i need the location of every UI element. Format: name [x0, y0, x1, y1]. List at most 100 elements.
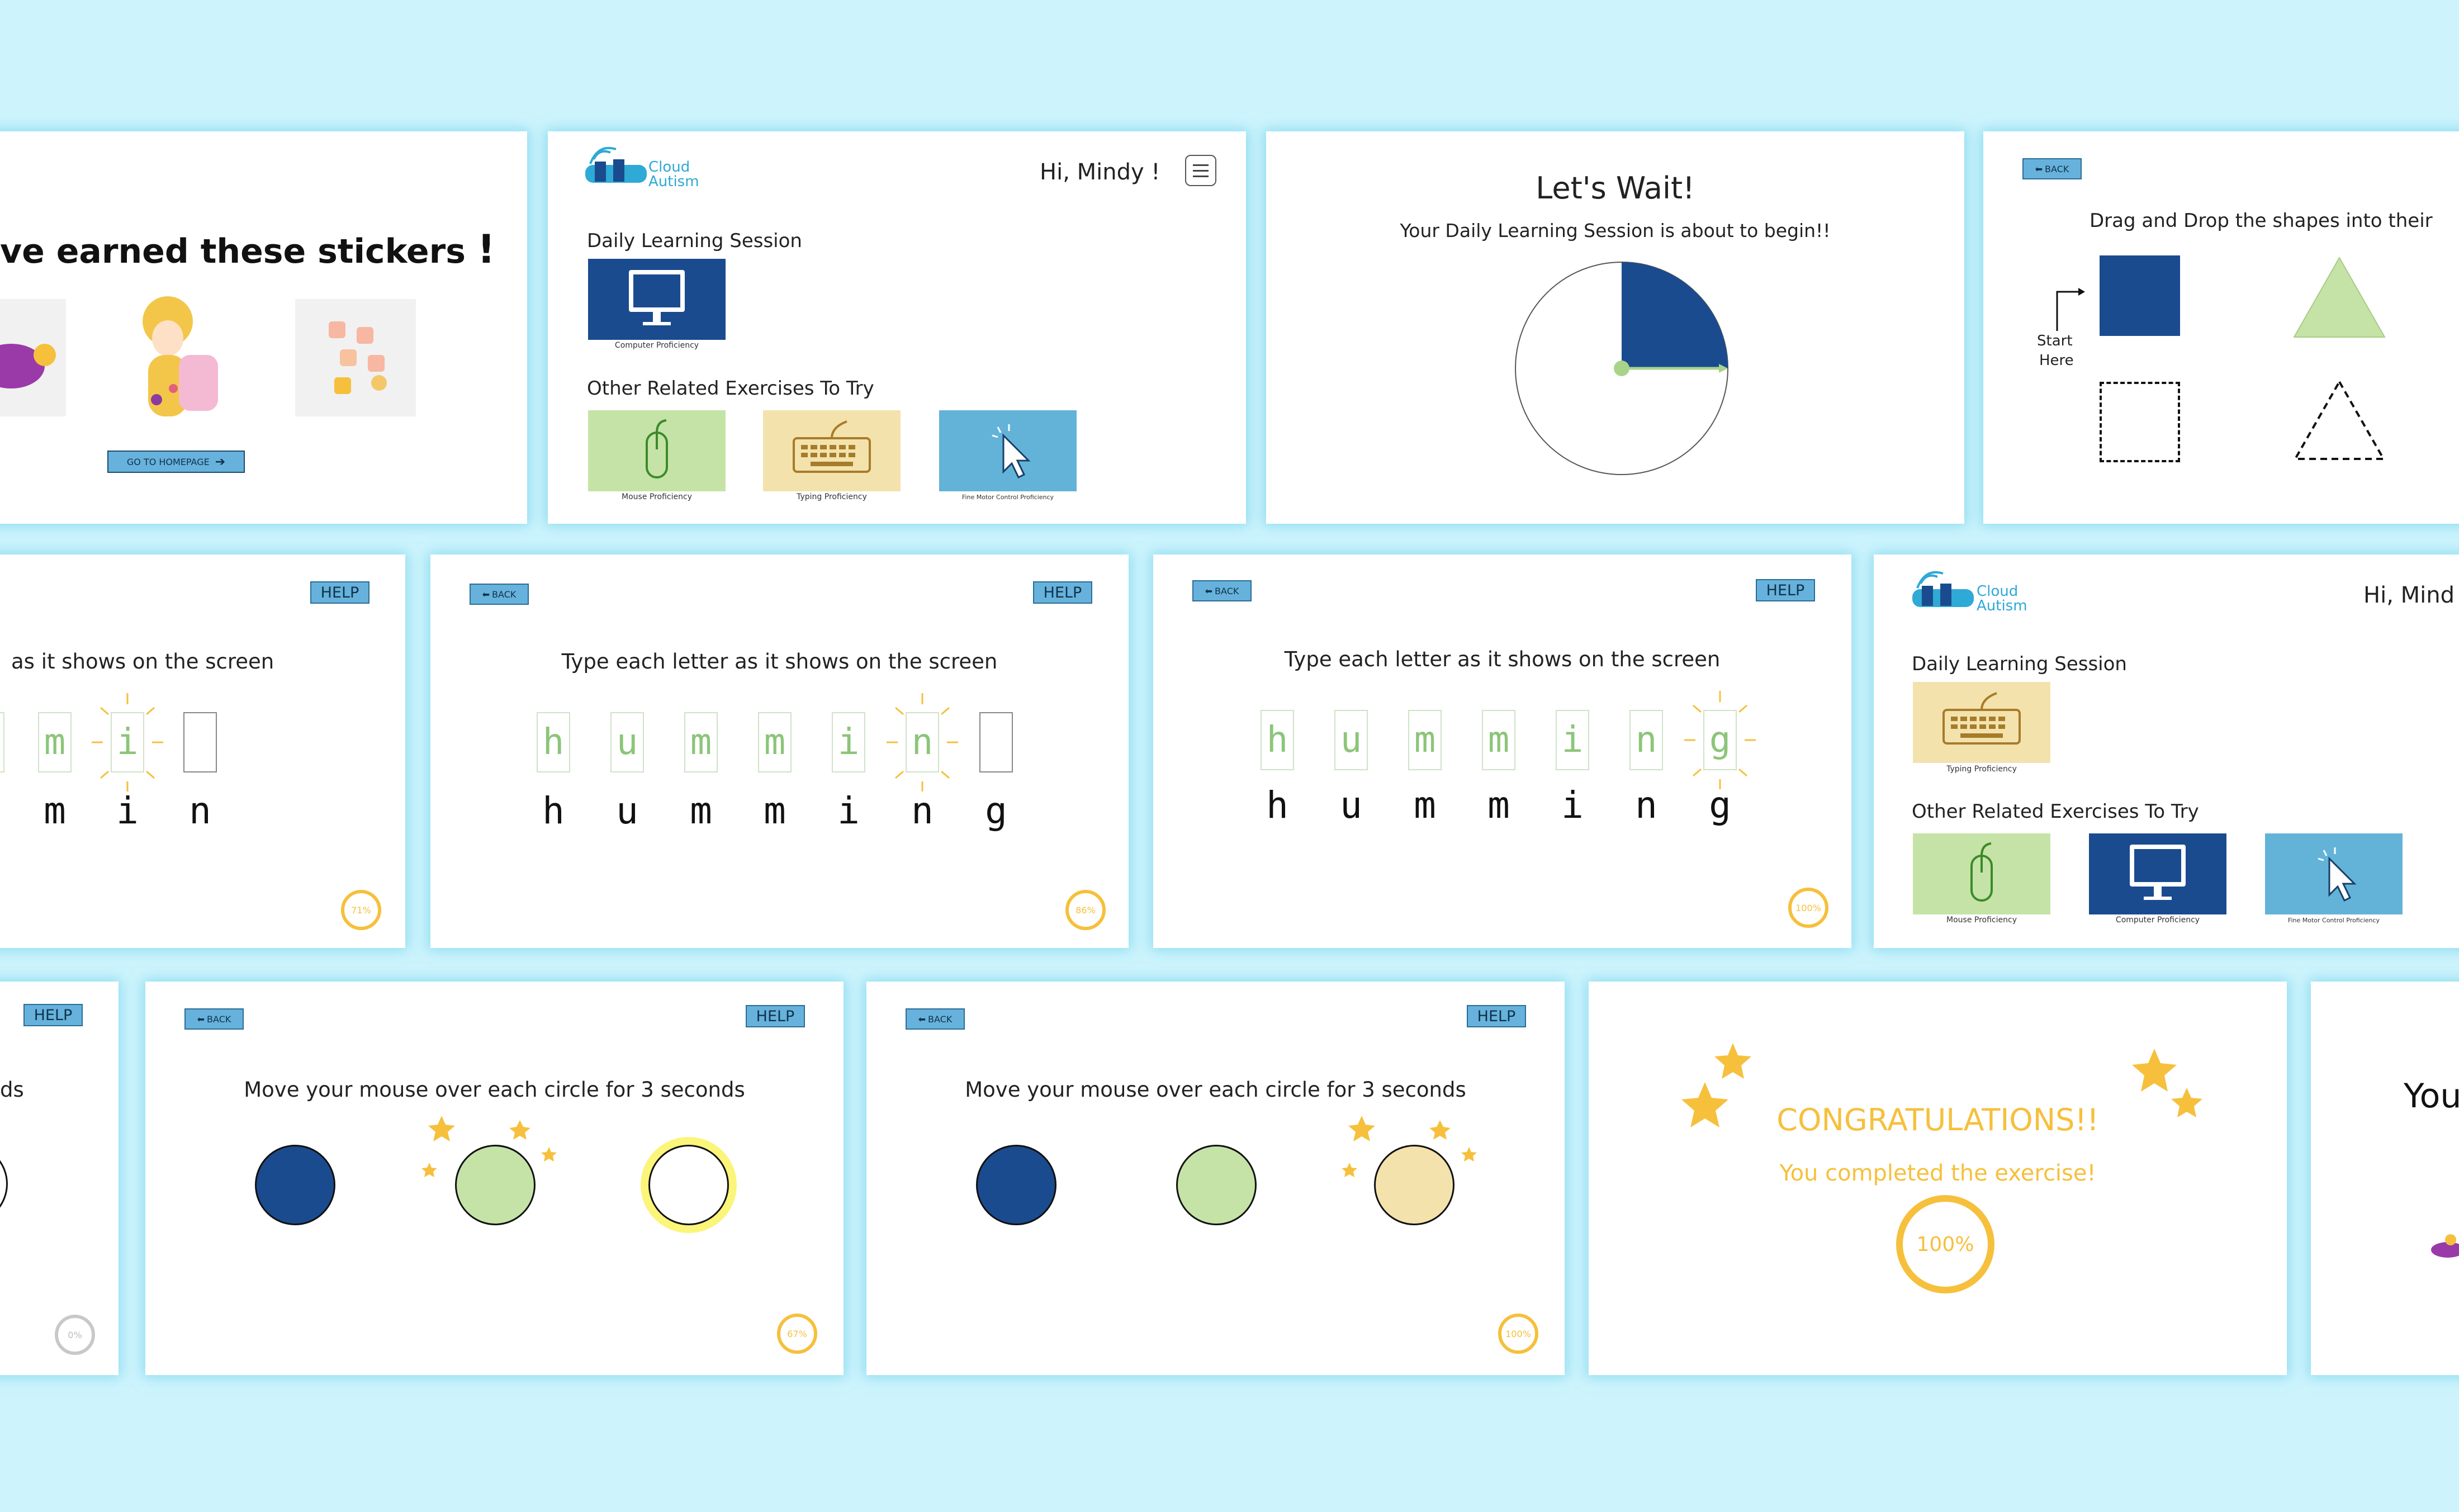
logo-line-1: Cloud	[648, 159, 690, 176]
typing-proficiency-tile[interactable]	[1913, 682, 2050, 763]
sticker-3	[295, 299, 416, 416]
fine-motor-tile[interactable]	[939, 410, 1077, 491]
arrow-right-icon: ➔	[215, 454, 226, 469]
target-letter: n	[1635, 784, 1657, 827]
mouse-instruction: Move your mouse over each circle for 3 s…	[244, 1078, 745, 1102]
logo-line-1: Cloud	[1977, 583, 2019, 600]
target-circle-navy[interactable]	[255, 1145, 335, 1225]
letter-box-empty	[183, 712, 217, 772]
help-button[interactable]: HELP	[1467, 1005, 1526, 1027]
progress-indicator: 86%	[1065, 890, 1106, 930]
help-button[interactable]: HELP	[310, 581, 369, 604]
arrow-left-icon: ⬅	[918, 1013, 926, 1025]
cursor-click-icon	[2318, 847, 2357, 902]
cloud-logo-icon	[585, 146, 647, 183]
stars-icon	[421, 1116, 557, 1177]
typing-screen-complete: ⬅ BACK HELP Type each letter as it shows …	[1153, 554, 1851, 948]
computer-proficiency-tile[interactable]	[2089, 833, 2226, 914]
letter-box: h	[537, 712, 570, 772]
target-circle-white[interactable]	[0, 1144, 8, 1224]
daily-session-title: Daily Learning Session	[587, 230, 802, 252]
typing-proficiency-label: Typing Proficiency	[1946, 765, 2017, 774]
target-circle-navy[interactable]	[976, 1145, 1056, 1225]
mouse-proficiency-tile[interactable]	[1913, 833, 2050, 914]
target-circle-cream[interactable]	[1374, 1145, 1454, 1225]
go-to-homepage-button[interactable]: GO TO HOMEPAGE ➔	[107, 451, 245, 473]
start-here-line-2: Here	[2039, 352, 2074, 369]
typing-instruction: as it shows on the screen	[11, 650, 274, 674]
computer-proficiency-label: Computer Proficiency	[2115, 916, 2200, 925]
sticker-character-icon	[0, 344, 56, 388]
target-circle-active[interactable]	[648, 1145, 729, 1225]
fine-motor-label: Fine Motor Control Proficiency	[2287, 917, 2380, 924]
homepage-label: GO TO HOMEPAGE	[126, 456, 210, 467]
fine-motor-label: Fine Motor Control Proficiency	[961, 494, 1054, 501]
square-drop-target[interactable]	[2100, 382, 2180, 462]
letter-box: h	[1261, 710, 1294, 770]
arrow-left-icon: ⬅	[2035, 163, 2043, 174]
triangle-drop-target[interactable]	[2292, 378, 2387, 462]
stars-left-icon	[1681, 1043, 1751, 1127]
wait-screen: Let's Wait! Your Daily Learning Session …	[1266, 131, 1964, 524]
letter-box-active: g	[1703, 710, 1737, 770]
draggable-triangle[interactable]	[2292, 255, 2387, 339]
typing-proficiency-tile[interactable]	[763, 410, 901, 491]
letter-box: m	[38, 712, 72, 772]
mouse-instruction: Move your mouse over each circle for 3 s…	[965, 1078, 1466, 1102]
mouse-screen: ⬅ BACK HELP Move your mouse over each cir…	[145, 982, 844, 1375]
letter-box-active: i	[111, 712, 144, 772]
drag-instruction: Drag and Drop the shapes into their	[2090, 210, 2433, 232]
progress-indicator: 100%	[1498, 1314, 1538, 1354]
mouse-screen-partial: HELP ds 0%	[0, 982, 119, 1375]
progress-indicator: 67%	[777, 1314, 817, 1354]
fine-motor-tile[interactable]	[2265, 833, 2403, 914]
help-button[interactable]: HELP	[1033, 581, 1092, 604]
back-button[interactable]: ⬅ BACK	[2022, 158, 2082, 179]
typing-screen-partial: HELP as it shows on the screen m i m i n…	[0, 554, 405, 948]
sticker-2	[117, 293, 240, 422]
daily-session-title: Daily Learning Session	[1912, 653, 2127, 675]
menu-button[interactable]	[1185, 155, 1216, 186]
target-letter: i	[837, 789, 860, 832]
cloud-logo-icon	[1912, 571, 1974, 607]
letter-box: u	[1334, 710, 1368, 770]
computer-proficiency-tile[interactable]	[588, 259, 726, 340]
draggable-square[interactable]	[2100, 255, 2180, 336]
back-button[interactable]: ⬅ BACK	[1192, 580, 1252, 601]
drag-drop-screen: ⬅ BACK Drag and Drop the shapes into thei…	[1983, 131, 2459, 524]
arrow-left-icon: ⬅	[482, 589, 490, 600]
back-label: BACK	[207, 1013, 231, 1025]
back-button[interactable]: ⬅ BACK	[906, 1008, 965, 1030]
logo-line-2: Autism	[648, 173, 699, 190]
back-label: BACK	[1215, 585, 1239, 596]
back-button[interactable]: ⬅ BACK	[470, 584, 529, 605]
mouse-proficiency-tile[interactable]	[588, 410, 726, 491]
arrow-left-icon: ⬅	[197, 1013, 205, 1025]
greeting: Hi, Mindy !	[1040, 159, 1160, 185]
help-button[interactable]: HELP	[23, 1004, 83, 1026]
typing-screen: ⬅ BACK HELP Type each letter as it shows …	[430, 554, 1129, 948]
logo-line-2: Autism	[1977, 598, 2027, 614]
final-screen-partial: You	[2311, 982, 2459, 1375]
congrats-title: CONGRATULATIONS!!	[1776, 1102, 2099, 1137]
computer-proficiency-label: Computer Proficiency	[614, 341, 699, 350]
target-circle-green[interactable]	[455, 1145, 536, 1225]
final-heading: You	[2404, 1077, 2459, 1116]
back-label: BACK	[492, 589, 517, 600]
help-button[interactable]: HELP	[746, 1005, 805, 1027]
sparkle-icon	[887, 693, 958, 791]
flower-sticker-icon	[329, 321, 387, 394]
mouse-proficiency-label: Mouse Proficiency	[1946, 916, 2017, 925]
progress-indicator: 71%	[341, 890, 381, 930]
help-button[interactable]: HELP	[1756, 579, 1815, 601]
letter-box: n	[1629, 710, 1663, 770]
cloud-autism-logo: Cloud Autism	[1910, 567, 2027, 614]
back-button[interactable]: ⬅ BACK	[184, 1008, 244, 1030]
target-circle-green[interactable]	[1176, 1145, 1257, 1225]
stars-icon	[1342, 1116, 1477, 1177]
letter-box-active: n	[906, 712, 939, 772]
congratulations-screen: CONGRATULATIONS!! You completed the exer…	[1589, 982, 2287, 1375]
typing-instruction: Type each letter as it shows on the scre…	[1284, 647, 1721, 671]
target-letter: h	[542, 789, 565, 832]
target-letter: n	[911, 789, 934, 832]
